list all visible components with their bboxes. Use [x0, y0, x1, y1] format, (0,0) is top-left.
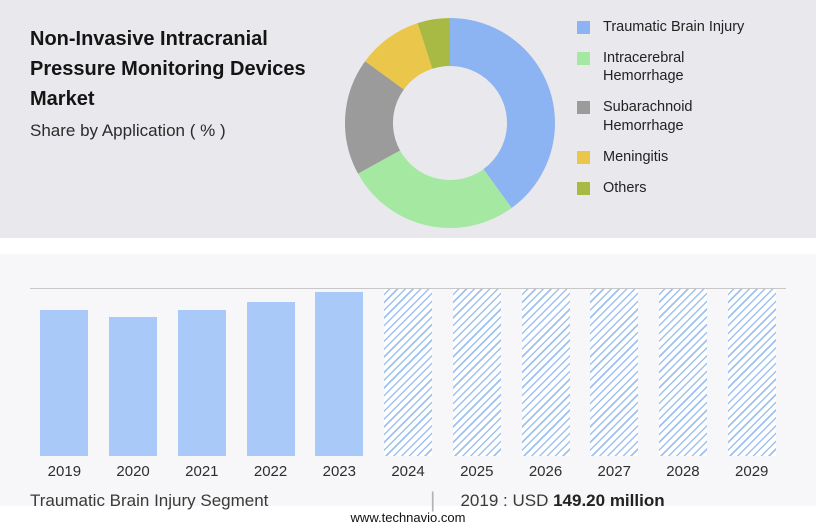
bar-year-label: 2029	[735, 463, 769, 480]
bar-area	[511, 288, 580, 456]
bar-year-label: 2027	[597, 463, 631, 480]
bar-year-label: 2028	[666, 463, 700, 480]
bar-area	[442, 288, 511, 456]
bar-2022	[246, 301, 295, 456]
website-link[interactable]: www.technavio.com	[350, 509, 466, 525]
bar-2019	[40, 310, 89, 456]
bar-area	[167, 288, 236, 456]
legend-label: Traumatic Brain Injury	[603, 19, 745, 35]
caption-separator: |	[430, 489, 436, 512]
donut-svg	[345, 18, 555, 228]
bar-column: 2020	[99, 288, 168, 482]
bar-area	[717, 288, 786, 456]
legend-item: Intracerebral Hemorrhage	[577, 49, 794, 85]
bar-2020	[109, 317, 158, 456]
bar-area	[580, 288, 649, 456]
legend-label: Others	[603, 179, 647, 196]
legend-item: Traumatic Brain Injury	[577, 18, 794, 36]
chart-caption: Traumatic Brain Injury Segment | 2019 : …	[30, 489, 786, 513]
top-panel: Non-Invasive Intracranial Pressure Monit…	[0, 0, 816, 238]
bar-column: 2026	[511, 288, 580, 482]
page-title: Non-Invasive Intracranial Pressure Monit…	[30, 28, 306, 110]
bar-column: 2027	[580, 288, 649, 482]
legend-item: Subarachnoid Hemorrhage	[577, 98, 794, 134]
bar-year-label: 2023	[322, 463, 356, 480]
forecast-bar-2028	[658, 288, 707, 456]
page-subtitle: Share by Application ( % )	[30, 121, 226, 140]
bar-column: 2028	[649, 288, 718, 482]
bar-area	[30, 288, 99, 456]
market-size-bar-chart: 2019 2020 2021 2022 2023 2024 2025 2026 2027 2028…	[30, 288, 786, 482]
value-amount: 149.20 million	[553, 491, 665, 510]
bar-area	[305, 288, 374, 456]
bar-area	[374, 288, 443, 456]
bar-year-label: 2019	[47, 463, 82, 480]
bar-column: 2022	[236, 288, 305, 482]
bar-column: 2021	[167, 288, 236, 482]
legend-swatch	[577, 52, 590, 66]
bar-year-label: 2024	[391, 463, 425, 480]
footer: www.technavio.com	[0, 506, 816, 528]
bar-column: 2025	[442, 288, 511, 482]
segment-value: 2019 : USD 149.20 million	[460, 491, 664, 511]
bar-year-label: 2020	[116, 463, 150, 480]
legend-swatch	[577, 101, 590, 115]
legend: Traumatic Brain Injury Intracerebral Hemo…	[563, 18, 794, 238]
forecast-bar-2026	[521, 288, 570, 456]
chart-top-gridline	[30, 288, 786, 289]
bar-2023	[315, 291, 364, 456]
title-block: Non-Invasive Intracranial Pressure Monit…	[30, 24, 345, 238]
bar-column: 2023	[305, 288, 374, 482]
legend-item: Others	[577, 179, 794, 197]
bar-area	[99, 288, 168, 456]
forecast-bar-2029	[727, 288, 776, 456]
segment-label: Traumatic Brain Injury Segment	[30, 491, 269, 510]
bar-column: 2024	[374, 288, 443, 482]
bottom-panel: 2019 2020 2021 2022 2023 2024 2025 2026 2027 2028…	[0, 254, 816, 512]
bar-year-label: 2022	[253, 463, 288, 480]
donut-slice-1	[345, 18, 555, 228]
bar-area	[236, 288, 305, 456]
donut-slice-4	[345, 18, 555, 228]
donut-slice-3	[345, 18, 555, 228]
legend-label: Intracerebral Hemorrhage	[603, 50, 685, 85]
legend-swatch	[577, 21, 590, 34]
legend-swatch	[577, 150, 590, 164]
forecast-bar-2025	[452, 288, 501, 456]
legend-item: Meningitis	[577, 148, 794, 166]
bar-year-label: 2021	[185, 463, 219, 480]
legend-label: Meningitis	[603, 148, 669, 165]
legend-label: Subarachnoid Hemorrhage	[603, 99, 693, 134]
bar-2021	[177, 309, 226, 456]
donut-slice-2	[345, 18, 555, 228]
section-divider	[0, 238, 816, 254]
forecast-bar-2024	[384, 288, 433, 456]
bar-column: 2029	[717, 288, 786, 482]
bar-area	[649, 288, 718, 456]
bar-column: 2019	[30, 288, 99, 482]
bar-year-label: 2025	[460, 463, 494, 480]
donut-chart	[345, 18, 563, 238]
bar-chart-columns: 2019 2020 2021 2022 2023 2024 2025 2026 2027 2028…	[30, 288, 786, 482]
donut-slice-0	[345, 18, 555, 228]
forecast-bar-2027	[590, 288, 639, 456]
legend-swatch	[577, 181, 590, 195]
value-prefix: 2019 : USD	[460, 491, 549, 510]
bar-year-label: 2026	[528, 463, 563, 480]
